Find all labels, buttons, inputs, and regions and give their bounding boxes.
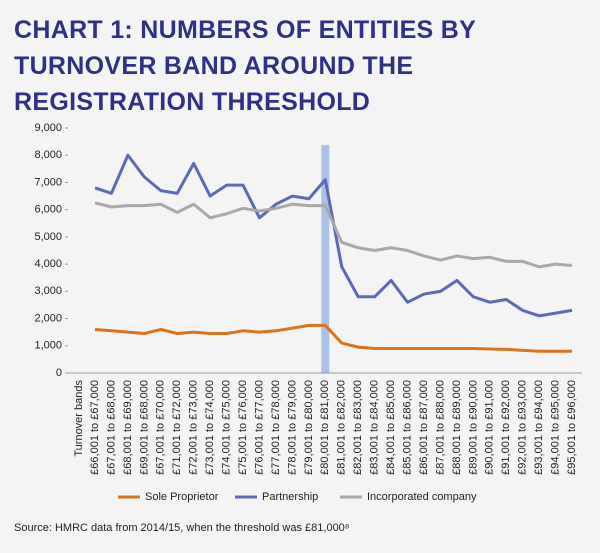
legend-label: Partnership <box>262 491 318 503</box>
x-tick-label: £94,001 to £95,000 <box>550 380 562 475</box>
x-tick-label: £93,001 to £94,000 <box>533 380 545 475</box>
y-tick-label: 9,000 <box>34 122 62 134</box>
x-tick-label: £67,001 to £68,000 <box>105 380 117 475</box>
y-tick-label: 5,000 <box>34 231 62 243</box>
x-tick-label: £85,001 to £86,000 <box>401 380 413 475</box>
x-axis-title: Turnover bands <box>73 380 85 457</box>
y-tick-label: 4,000 <box>34 258 62 270</box>
x-tick-label: £83,001 to £84,000 <box>369 380 381 475</box>
x-tick-label: £69,001 to £68,000 <box>138 380 150 475</box>
line-series <box>94 323 573 353</box>
x-tick-label: £90,001 to £91,000 <box>484 380 496 475</box>
legend-label: Incorporated company <box>367 491 477 503</box>
x-tick-label: £84,001 to £85,000 <box>385 380 397 475</box>
x-tick-label: £91,001 to £92,000 <box>500 380 512 475</box>
x-tick-label: £89,001 to £90,000 <box>467 380 479 475</box>
x-tick-label: £77,001 to £78,000 <box>270 380 282 475</box>
x-tick-label: £81,001 to £82,000 <box>336 380 348 475</box>
chart-title: CHART 1: NUMBERS OF ENTITIES BY TURNOVER… <box>14 16 476 116</box>
x-tick-label: £95,001 to £96,000 <box>566 380 578 475</box>
x-tick-label: £79,001 to £80,000 <box>303 380 315 475</box>
x-tick-label: £78,001 to £79,000 <box>286 380 298 475</box>
x-tick-label: £88,001 to £89,000 <box>451 380 463 475</box>
x-tick-label: £82,001 to £83,000 <box>352 380 364 475</box>
y-tick-label: 0 <box>56 367 62 379</box>
line-series <box>94 201 573 269</box>
x-tick-label: £73,001 to £74,000 <box>204 380 216 475</box>
x-tick-label: £67,001 to £70,000 <box>155 380 167 475</box>
x-tick-label: £75,001 to £76,000 <box>237 380 249 475</box>
line-series <box>94 153 573 318</box>
y-tick-label: 8,000 <box>34 149 62 161</box>
x-tick-label: £71,001 to £72,000 <box>171 380 183 475</box>
x-tick-label: £86,001 to £87,000 <box>418 380 430 475</box>
x-tick-label: £68,001 to £69,000 <box>122 380 134 475</box>
x-tick-label: £74,001 to £75,000 <box>221 380 233 475</box>
x-tick-label: £87,001 to £88,000 <box>434 380 446 475</box>
y-tick-label: 7,000 <box>34 176 62 188</box>
x-tick-label: £66,001 to £67,000 <box>89 380 101 475</box>
x-tick-label: £92,001 to £93,000 <box>517 380 529 475</box>
legend-label: Sole Proprietor <box>145 491 219 503</box>
x-tick-label: £80,001 to £81,000 <box>319 380 331 475</box>
y-tick-label: 1,000 <box>34 340 62 352</box>
source: Source: HMRC data from 2014/15, when the… <box>14 522 349 534</box>
x-tick-label: £72,001 to £73,000 <box>188 380 200 475</box>
y-tick-label: 3,000 <box>34 285 62 297</box>
x-tick-label: £76,001 to £77,000 <box>253 380 265 475</box>
y-tick-label: 6,000 <box>34 204 62 216</box>
y-tick-label: 2,000 <box>34 312 62 324</box>
threshold-band <box>321 145 330 373</box>
